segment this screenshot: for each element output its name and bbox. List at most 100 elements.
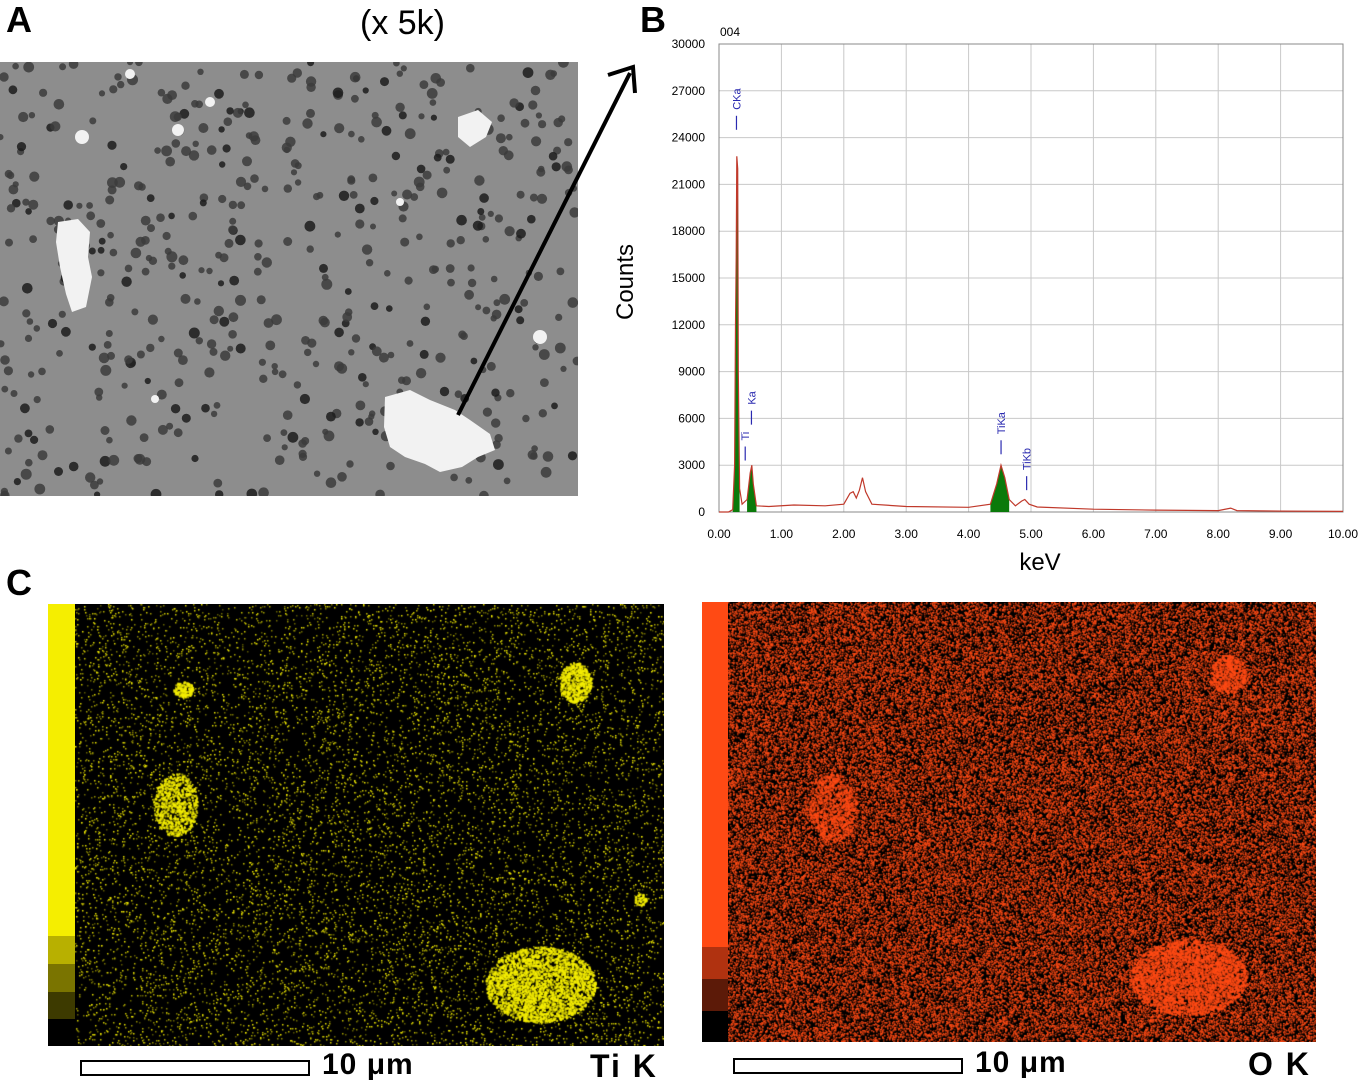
sem-pore [229, 217, 237, 225]
sem-pore [387, 351, 395, 359]
sem-pore [242, 101, 249, 109]
sem-pore [235, 176, 247, 187]
sem-pore [24, 334, 33, 342]
pointer-arrow [456, 64, 637, 416]
sem-pore [89, 117, 97, 125]
sem-pore [22, 198, 30, 206]
sem-pore [253, 267, 262, 276]
sem-pore [365, 259, 374, 267]
sem-pore [325, 477, 337, 489]
sem-pore [491, 309, 502, 320]
sem-pore [25, 458, 33, 467]
sem-pore [334, 327, 344, 338]
sem-pore [5, 238, 13, 247]
sem-pore [370, 302, 379, 310]
sem-pore [454, 390, 463, 399]
sem-pore [206, 145, 217, 155]
sem-pore [10, 390, 18, 397]
sem-pore [371, 116, 382, 128]
x-tick-label: 7.00 [1144, 527, 1168, 541]
sem-pore [503, 150, 514, 161]
particle-small [533, 330, 547, 344]
sem-pore [219, 161, 226, 168]
sem-pore [98, 90, 106, 97]
sem-pore [304, 220, 316, 232]
peak-label: TiKa [996, 411, 1008, 434]
sem-pore [354, 203, 365, 214]
x-axis-label: keV [1019, 549, 1060, 576]
sem-pore [551, 402, 558, 410]
sem-pore [27, 371, 35, 378]
sem-pore [33, 396, 41, 404]
sem-pore [174, 378, 184, 388]
y-tick-label: 30000 [672, 37, 706, 51]
sem-pore [179, 272, 186, 279]
sem-pore [318, 315, 329, 326]
sem-pore [181, 413, 191, 423]
x-tick-label: 9.00 [1269, 527, 1293, 541]
sem-pore [465, 477, 473, 484]
sem-pore [535, 112, 543, 119]
sem-pore [162, 231, 171, 241]
sem-pore [107, 351, 115, 360]
sem-pore [467, 278, 477, 288]
sem-pore [12, 181, 19, 188]
sem-pore [29, 235, 37, 244]
sem-particles [56, 69, 547, 472]
peak-label: TiKb [1022, 448, 1034, 470]
sem-pore [522, 414, 530, 423]
sem-pore [386, 305, 393, 312]
particle-small [125, 69, 135, 79]
x-tick-label: 5.00 [1019, 527, 1043, 541]
sem-pore [154, 147, 161, 154]
sem-pore [235, 234, 246, 246]
sem-pore [282, 116, 291, 125]
sem-pore [166, 422, 174, 430]
sem-pore [402, 376, 411, 386]
sem-pore [245, 132, 253, 139]
x-tick-label: 6.00 [1082, 527, 1106, 541]
sem-pore [398, 111, 407, 120]
sem-pore [528, 100, 538, 110]
sem-pore [294, 162, 302, 170]
sem-pore [213, 305, 224, 317]
sem-pore [228, 330, 237, 339]
sem-pore [61, 326, 71, 337]
sem-pore [482, 236, 490, 243]
sem-pore [107, 231, 114, 239]
sem-pore [109, 85, 118, 94]
sem-pore [542, 451, 554, 462]
sem-pore [0, 491, 9, 496]
sem-pore [107, 140, 117, 150]
sem-pore [406, 340, 414, 347]
sem-pore [494, 214, 503, 223]
sem-pore [491, 388, 500, 397]
sem-pore [368, 173, 378, 183]
sem-pore [516, 228, 526, 239]
sem-pore [213, 478, 223, 488]
sem-pore [351, 334, 361, 343]
sem-pore [492, 440, 501, 449]
sem-pore [456, 236, 465, 245]
ti-scale-label: 10 μm [322, 1048, 414, 1081]
sem-pore [192, 140, 199, 147]
sem-pore [26, 318, 34, 325]
sem-pore [107, 177, 118, 188]
particle-left [56, 219, 92, 312]
sem-pore [195, 100, 203, 109]
sem-pore [479, 490, 489, 496]
sem-pore [258, 358, 266, 366]
sem-pore [393, 62, 400, 67]
sem-pore [567, 297, 578, 308]
sem-pore [304, 348, 312, 357]
edx-spectrum-chart: 004 0 3000 6000 9000 12000 15000 18000 21000 240… [672, 25, 1359, 576]
sem-pore [197, 68, 204, 75]
sem-pore [282, 410, 293, 421]
sem-pore [206, 267, 213, 275]
sem-pore [416, 233, 423, 241]
sem-pore [274, 455, 285, 466]
peak-label: CKa [731, 88, 743, 110]
sem-pore [572, 356, 578, 366]
sem-pore [334, 361, 344, 372]
sem-pore [342, 312, 353, 322]
